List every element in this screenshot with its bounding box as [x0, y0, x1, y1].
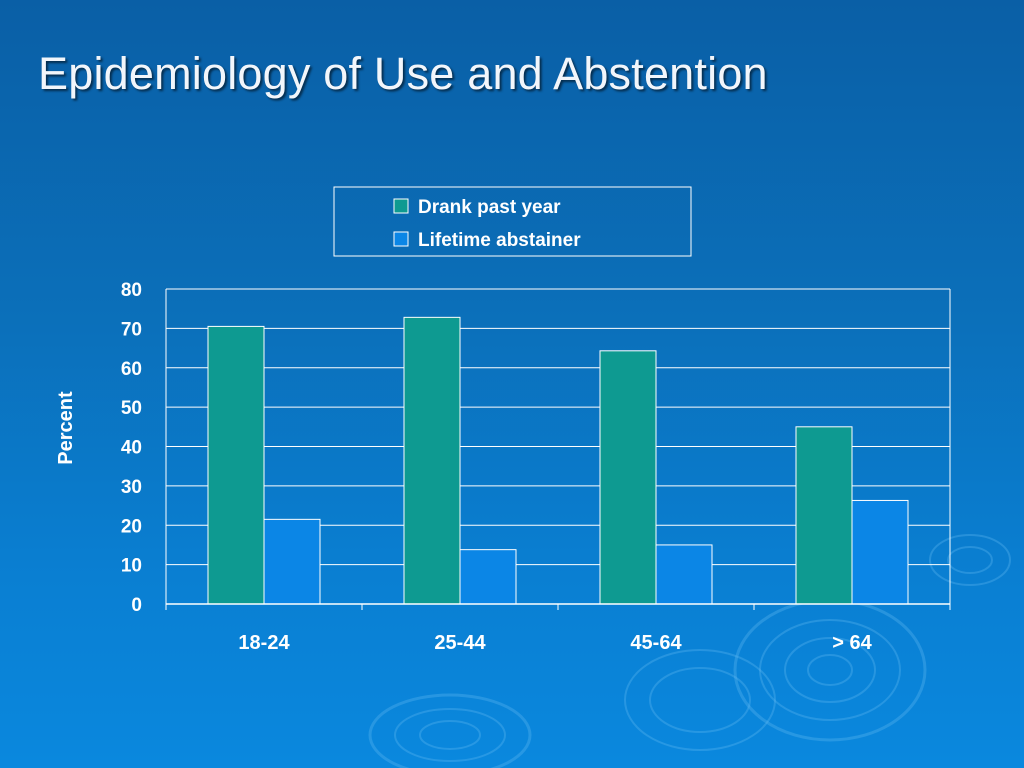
y-tick-label: 80 — [121, 280, 142, 301]
slide-title: Epidemiology of Use and Abstention — [38, 48, 768, 99]
bar-lifetime-abstainer — [459, 549, 517, 605]
legend-label: Lifetime abstainer — [418, 230, 581, 251]
y-tick-label: 10 — [121, 556, 142, 577]
y-axis-label: Percent — [55, 391, 77, 465]
bar-drank-past-year — [403, 316, 461, 605]
plot-area: 0 10 20 30 40 50 60 70 80 18-24 25-44 45-64 > 64 — [121, 280, 951, 654]
legend-swatch — [393, 198, 409, 214]
x-tick-label: 18-24 — [238, 632, 290, 654]
legend-swatch — [393, 231, 409, 247]
bar-drank-past-year — [795, 426, 853, 605]
bar-lifetime-abstainer — [851, 499, 909, 605]
y-tick-label: 70 — [121, 319, 142, 340]
legend-label: Drank past year — [418, 197, 561, 218]
bar-lifetime-abstainer — [263, 518, 321, 605]
x-tick-label: > 64 — [832, 632, 872, 654]
x-tick-label: 25-44 — [434, 632, 486, 654]
legend: Drank past year Lifetime abstainer — [333, 186, 692, 257]
bar-drank-past-year — [207, 325, 265, 605]
legend-frame — [333, 186, 692, 257]
y-tick-label: 60 — [121, 359, 142, 380]
y-tick-label: 20 — [121, 516, 142, 537]
bar-drank-past-year — [599, 350, 657, 605]
y-tick-label: 40 — [121, 438, 142, 459]
x-tick-label: 45-64 — [630, 632, 682, 654]
y-tick-label: 50 — [121, 398, 142, 419]
y-tick-label: 30 — [121, 477, 142, 498]
y-tick-label: 0 — [131, 595, 142, 616]
bar-lifetime-abstainer — [655, 544, 713, 605]
